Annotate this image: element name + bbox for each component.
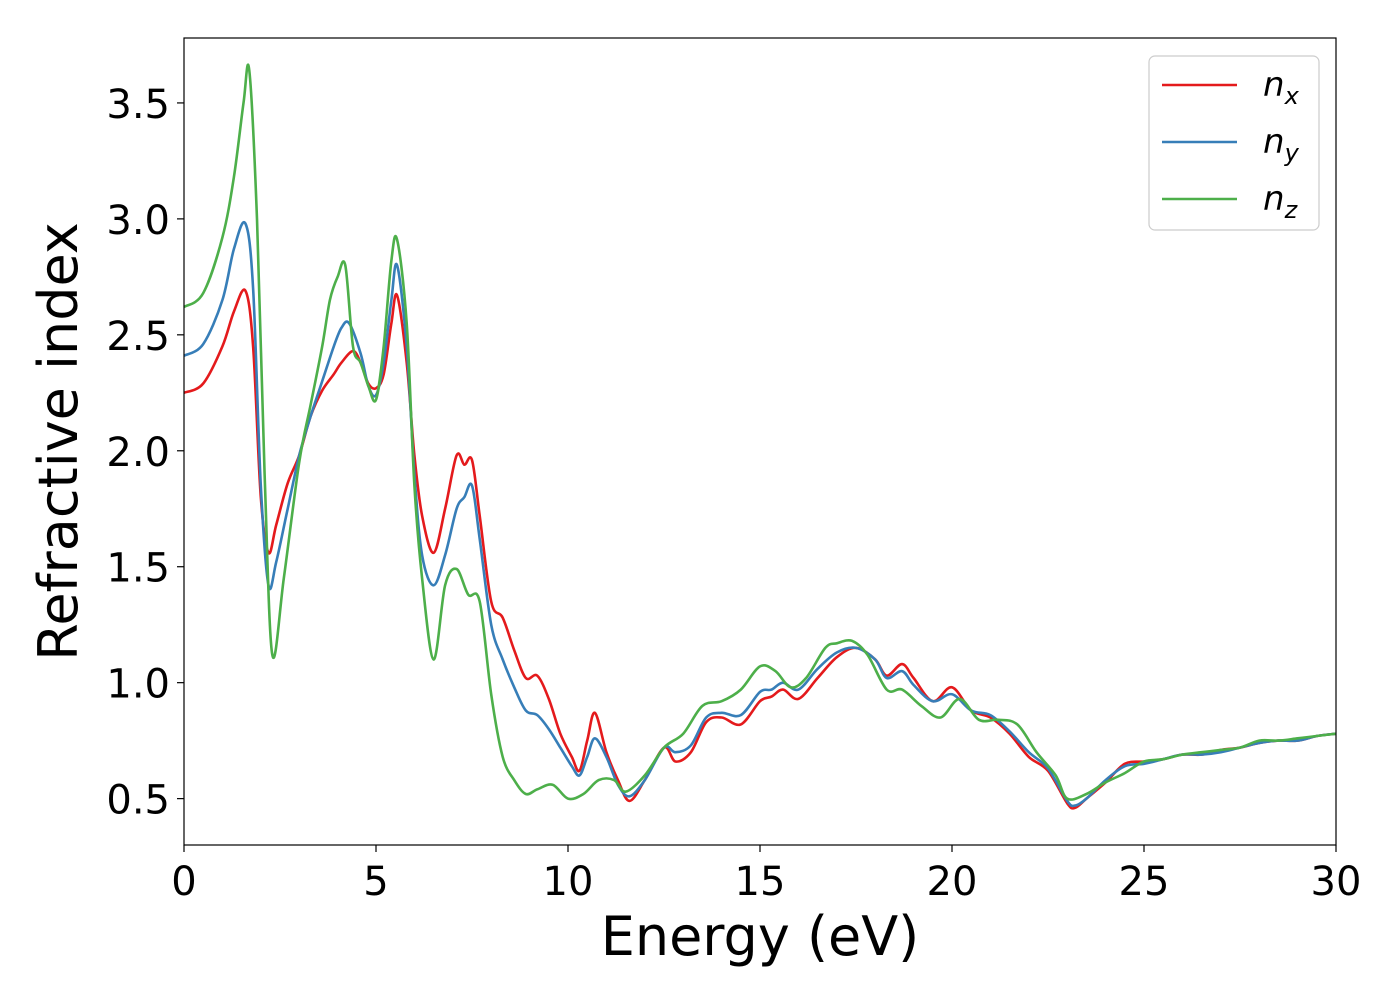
x-tick-label: 30 — [1311, 859, 1362, 905]
legend-label-nx: nx — [1263, 65, 1300, 110]
x-tick-label: 10 — [543, 859, 594, 905]
legend-label-subscript: z — [1284, 196, 1299, 224]
x-axis-label: Energy (eV) — [601, 905, 920, 968]
legend-label-ny: ny — [1263, 122, 1300, 167]
y-tick-label: 2.0 — [106, 430, 170, 476]
x-tick-label: 15 — [735, 859, 786, 905]
legend-label-subscript: y — [1284, 139, 1300, 167]
series-line-nz — [183, 63, 1337, 801]
series-line-ny — [183, 220, 1337, 808]
x-tick-label: 5 — [363, 859, 388, 905]
y-tick-label: 1.0 — [106, 662, 170, 708]
legend-label-nz: nz — [1263, 179, 1299, 224]
y-tick-label: 3.5 — [106, 82, 170, 128]
y-axis-label: Refractive index — [27, 222, 90, 661]
legend-label-subscript: x — [1284, 82, 1300, 110]
series-layer — [183, 63, 1337, 810]
legend-label-base: n — [1263, 65, 1285, 105]
x-axis-ticks: 0 5 10 15 20 25 30 — [171, 845, 1361, 905]
legend-label-base: n — [1263, 122, 1285, 162]
x-tick-label: 20 — [927, 859, 978, 905]
y-axis-ticks: 0.5 1.0 1.5 2.0 2.5 3.0 3.5 — [106, 82, 184, 824]
y-tick-label: 3.0 — [106, 198, 170, 244]
y-tick-label: 1.5 — [106, 546, 170, 592]
legend-label-base: n — [1263, 179, 1285, 219]
y-tick-label: 2.5 — [106, 314, 170, 360]
series-line-nx — [183, 288, 1337, 810]
x-tick-label: 0 — [171, 859, 196, 905]
y-tick-label: 0.5 — [106, 778, 170, 824]
x-tick-label: 25 — [1119, 859, 1170, 905]
